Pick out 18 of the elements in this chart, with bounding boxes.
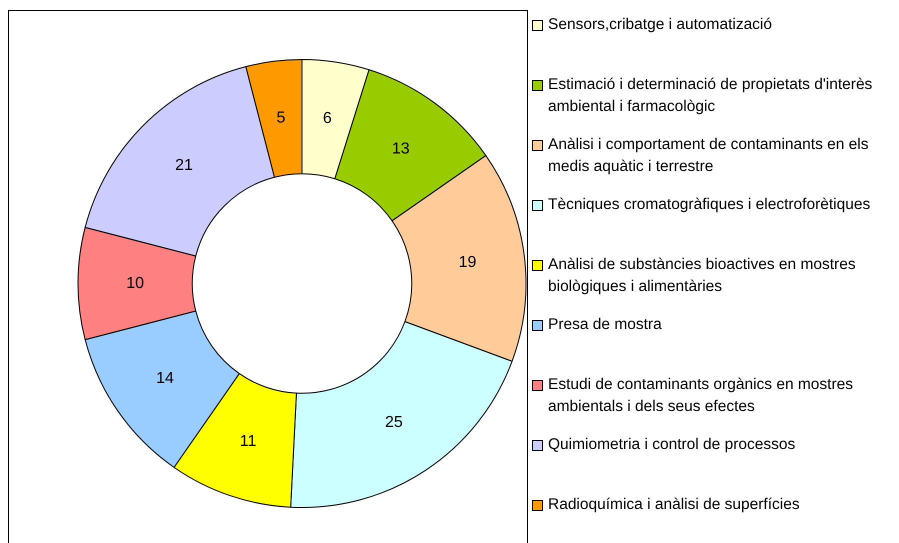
legend-label: Tècniques cromatogràfiques i electroforètiques <box>548 195 870 215</box>
data-label: 11 <box>240 432 256 450</box>
data-label: 21 <box>175 156 193 174</box>
data-label: 10 <box>126 274 144 292</box>
data-label: 25 <box>384 414 403 432</box>
data-label: 19 <box>458 254 477 271</box>
legend-label: Radioquímica i anàlisi de superfícies <box>548 495 800 515</box>
data-label: 5 <box>276 109 286 126</box>
legend-label: Sensors,cribatge i automatizació <box>548 15 772 35</box>
legend-label: Anàlisi i comportament de contaminants en els medis aquàtic i terrestre <box>548 135 870 177</box>
legend-label: Estimació i determinació de propietats d'interès ambiental i farmacològic <box>548 75 874 117</box>
legend-label: Anàlisi de substàncies bioactives en mostres biològiques i alimentàries <box>548 255 857 297</box>
data-label: 14 <box>156 370 174 388</box>
data-label: 6 <box>322 110 332 127</box>
legend-label: Quimiometria i control de processos <box>548 435 796 455</box>
legend-label: Estudi de contaminants orgànics en mostres ambientals i dels seus efectes <box>548 375 854 417</box>
data-label: 13 <box>392 140 410 158</box>
legend-label: Presa de mostra <box>548 315 662 335</box>
